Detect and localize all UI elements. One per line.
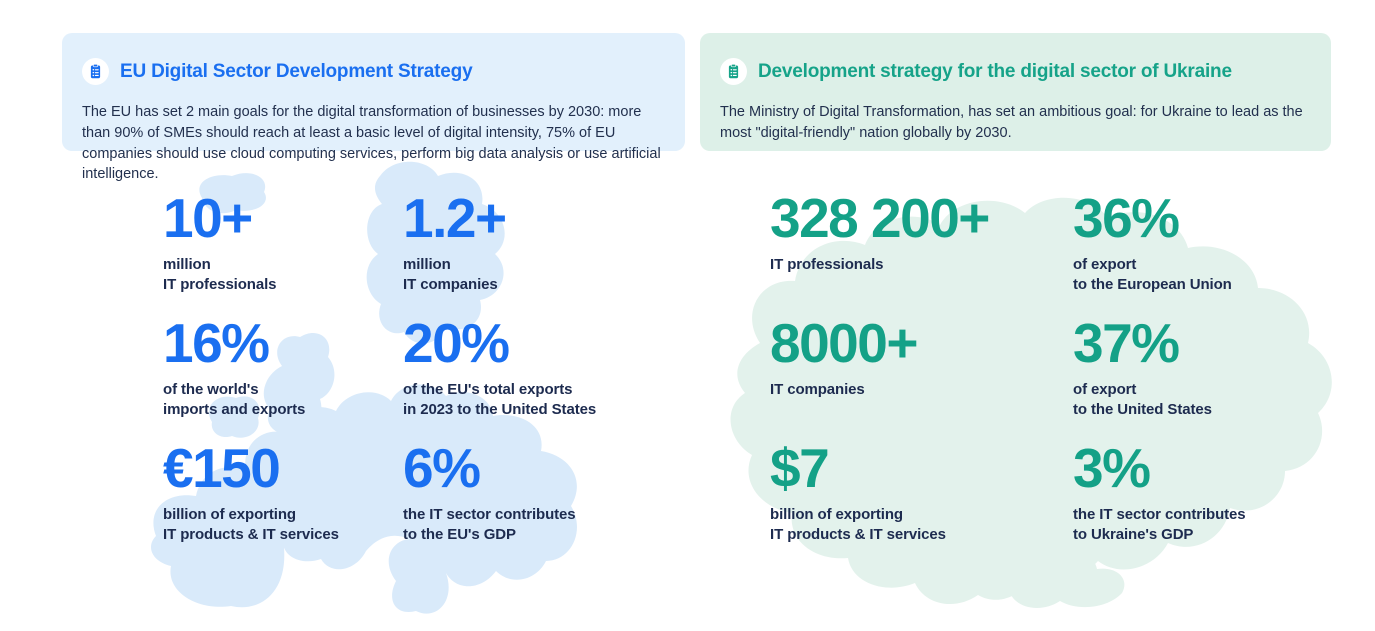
stat-label: billion of exporting IT products & IT se… bbox=[770, 505, 946, 543]
stat-value: €150 bbox=[163, 437, 281, 499]
eu-strategy-card: EU Digital Sector Development Strategy T… bbox=[62, 33, 685, 182]
clipboard-list-icon bbox=[82, 58, 109, 86]
stat-ua-export-to-eu: 36% of export to the European Union bbox=[1073, 187, 1246, 318]
eu-card-title-row: EU Digital Sector Development Strategy bbox=[82, 48, 663, 95]
stat-label: billion of exporting IT products & IT se… bbox=[163, 505, 339, 543]
stat-value: 10+ bbox=[163, 187, 253, 249]
stat-label: IT companies bbox=[770, 380, 865, 398]
ukraine-card-title-row: Development strategy for the digital sec… bbox=[720, 48, 1309, 95]
stat-value: $7 bbox=[770, 437, 830, 499]
eu-stats-grid: 10+ million IT professionals 1.2+ millio… bbox=[163, 187, 597, 568]
stat-label: of export to the European Union bbox=[1073, 255, 1232, 293]
stat-eu-it-professionals: 10+ million IT professionals bbox=[163, 187, 403, 318]
ukraine-card-description: The Ministry of Digital Transformation, … bbox=[720, 104, 1303, 142]
stat-eu-it-companies: 1.2+ million IT companies bbox=[403, 187, 596, 318]
eu-card-description: The EU has set 2 main goals for the digi… bbox=[82, 104, 661, 183]
ukraine-stats-grid: 328 200+ IT professionals 36% of export … bbox=[770, 187, 1246, 568]
stat-label: of export to the United States bbox=[1073, 380, 1212, 418]
stat-label: of the world's imports and exports bbox=[163, 380, 306, 418]
stat-value: 8000+ bbox=[770, 312, 918, 374]
stat-ua-it-companies: 8000+ IT companies bbox=[770, 312, 1073, 443]
stat-label: million IT companies bbox=[403, 255, 498, 293]
stat-value: 6% bbox=[403, 437, 481, 499]
stat-value: 16% bbox=[163, 312, 270, 374]
ukraine-strategy-card: Development strategy for the digital sec… bbox=[700, 33, 1331, 151]
clipboard-list-icon bbox=[720, 58, 747, 86]
stat-eu-it-export-value: €150 billion of exporting IT products & … bbox=[163, 437, 403, 568]
stat-eu-exports-to-us: 20% of the EU's total exports in 2023 to… bbox=[403, 312, 597, 443]
stat-ua-it-professionals: 328 200+ IT professionals bbox=[770, 187, 1073, 318]
stat-ua-it-export-value: $7 billion of exporting IT products & IT… bbox=[770, 437, 1073, 568]
stat-eu-world-trade-share: 16% of the world's imports and exports bbox=[163, 312, 403, 443]
stat-ua-gdp-contribution: 3% the IT sector contributes to Ukraine'… bbox=[1073, 437, 1246, 568]
stat-value: 328 200+ bbox=[770, 187, 990, 249]
stat-value: 36% bbox=[1073, 187, 1180, 249]
stat-value: 37% bbox=[1073, 312, 1180, 374]
stat-label: IT professionals bbox=[770, 255, 884, 273]
stat-ua-export-to-us: 37% of export to the United States bbox=[1073, 312, 1246, 443]
ukraine-card-title: Development strategy for the digital sec… bbox=[758, 60, 1232, 82]
stat-label: the IT sector contributes to the EU's GD… bbox=[403, 505, 576, 543]
stat-value: 1.2+ bbox=[403, 187, 507, 249]
stat-value: 3% bbox=[1073, 437, 1151, 499]
stat-value: 20% bbox=[403, 312, 510, 374]
stat-label: million IT professionals bbox=[163, 255, 277, 293]
stat-label: of the EU's total exports in 2023 to the… bbox=[403, 380, 597, 418]
eu-card-title: EU Digital Sector Development Strategy bbox=[120, 60, 473, 82]
ukraine-map bbox=[730, 197, 1332, 608]
europe-map bbox=[151, 161, 577, 614]
stat-label: the IT sector contributes to Ukraine's G… bbox=[1073, 505, 1246, 543]
stat-eu-gdp-contribution: 6% the IT sector contributes to the EU's… bbox=[403, 437, 596, 568]
